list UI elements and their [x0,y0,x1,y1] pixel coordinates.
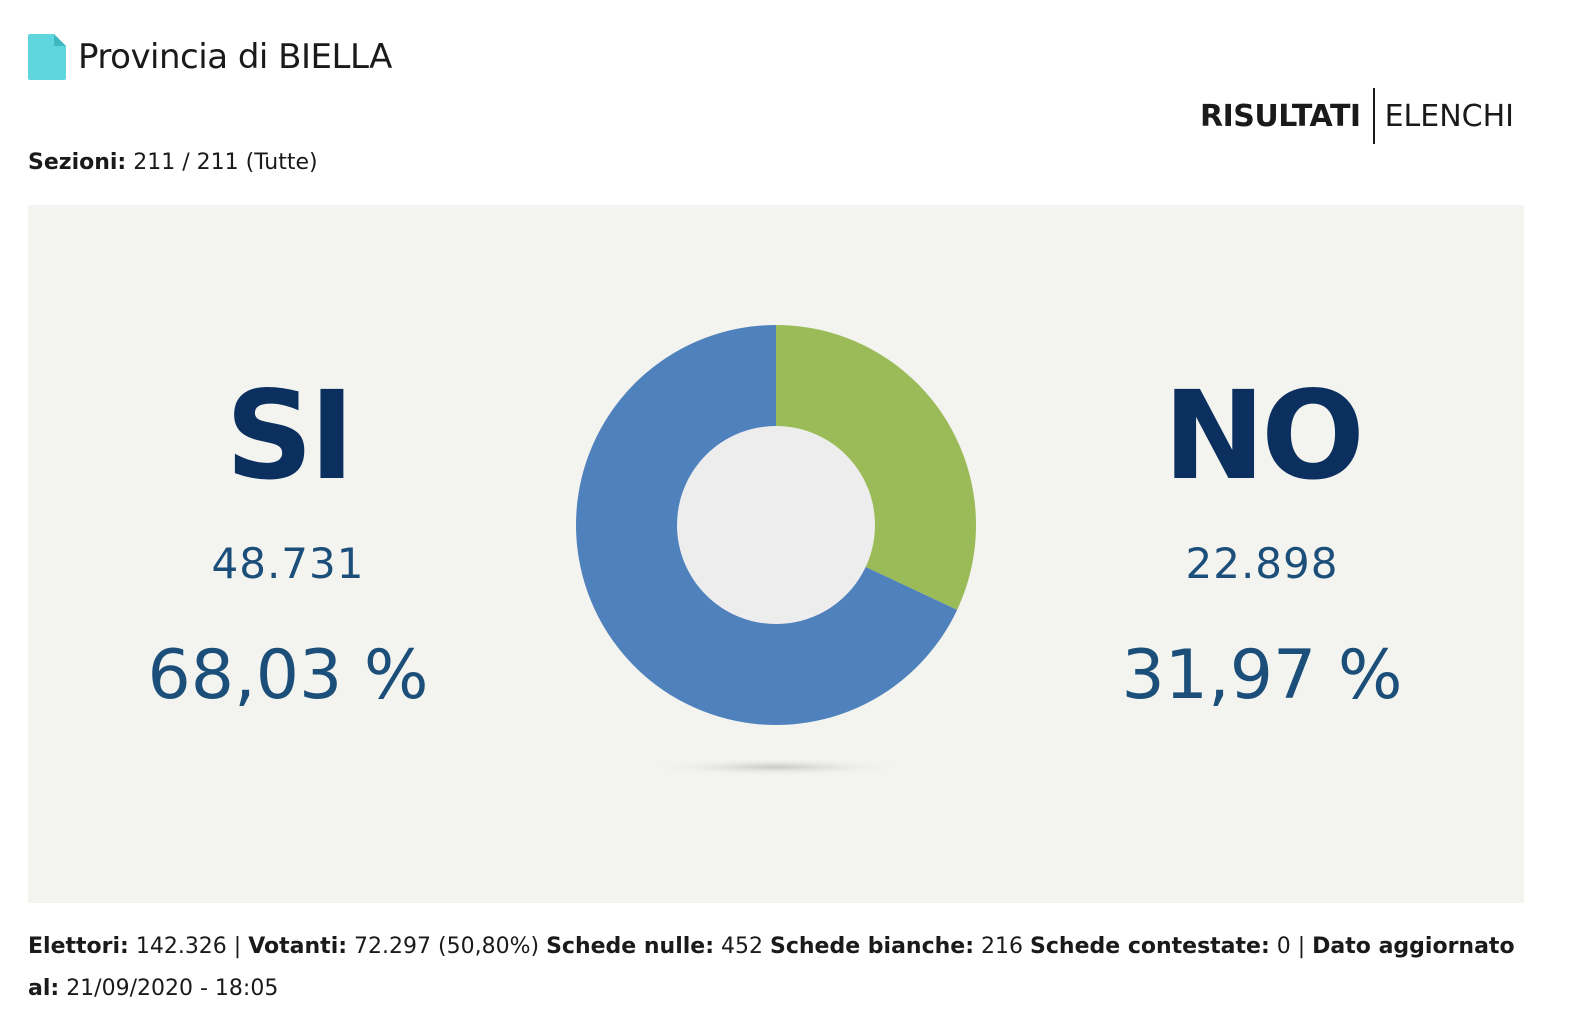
elettori-value: 142.326 | [135,934,242,959]
sezioni-info: Sezioni: 211 / 211 (Tutte) [28,150,318,175]
schede-bianche-value: 216 [981,934,1024,959]
summary-footer: Elettori: 142.326 | Votanti: 72.297 (50,… [28,926,1538,1010]
sezioni-label: Sezioni: [28,150,127,175]
view-switcher: RISULTATI ELENCHI [1200,88,1514,144]
option-si-name: SI [225,365,354,507]
option-si-percent: 68,03 % [147,636,429,715]
results-panel: SI 48.731 68,03 % NO 22.898 31,97 % [28,205,1524,903]
schede-nulle-label: Schede nulle: [546,934,714,959]
schede-contestate-value: 0 | [1276,934,1306,959]
schede-bianche-label: Schede bianche: [770,934,975,959]
risultati-link[interactable]: RISULTATI [1200,98,1361,134]
aggiornato-value: 21/09/2020 - 18:05 [66,976,279,1001]
document-icon [28,34,66,80]
votanti-value: 72.297 (50,80%) [354,934,540,959]
chart-center [677,426,875,624]
votanti-label: Votanti: [248,934,348,959]
sezioni-value: 211 / 211 (Tutte) [133,150,318,175]
option-no-percent: 31,97 % [1121,636,1403,715]
option-no: NO 22.898 31,97 % [1052,205,1472,715]
page-header: Provincia di BIELLA [28,34,392,80]
elenchi-link[interactable]: ELENCHI [1384,98,1514,134]
chart-shadow [646,758,906,776]
schede-contestate-label: Schede contestate: [1030,934,1270,959]
option-si-votes: 48.731 [211,539,365,588]
page-title: Provincia di BIELLA [78,37,392,77]
nav-divider [1372,88,1375,144]
schede-nulle-value: 452 [721,934,763,959]
option-si: SI 48.731 68,03 % [78,205,498,715]
option-no-votes: 22.898 [1185,539,1339,588]
elettori-label: Elettori: [28,934,129,959]
option-no-name: NO [1163,365,1365,507]
aggiornato-label: Dato aggiornato al: [28,934,1515,1001]
results-donut-chart [576,325,976,776]
